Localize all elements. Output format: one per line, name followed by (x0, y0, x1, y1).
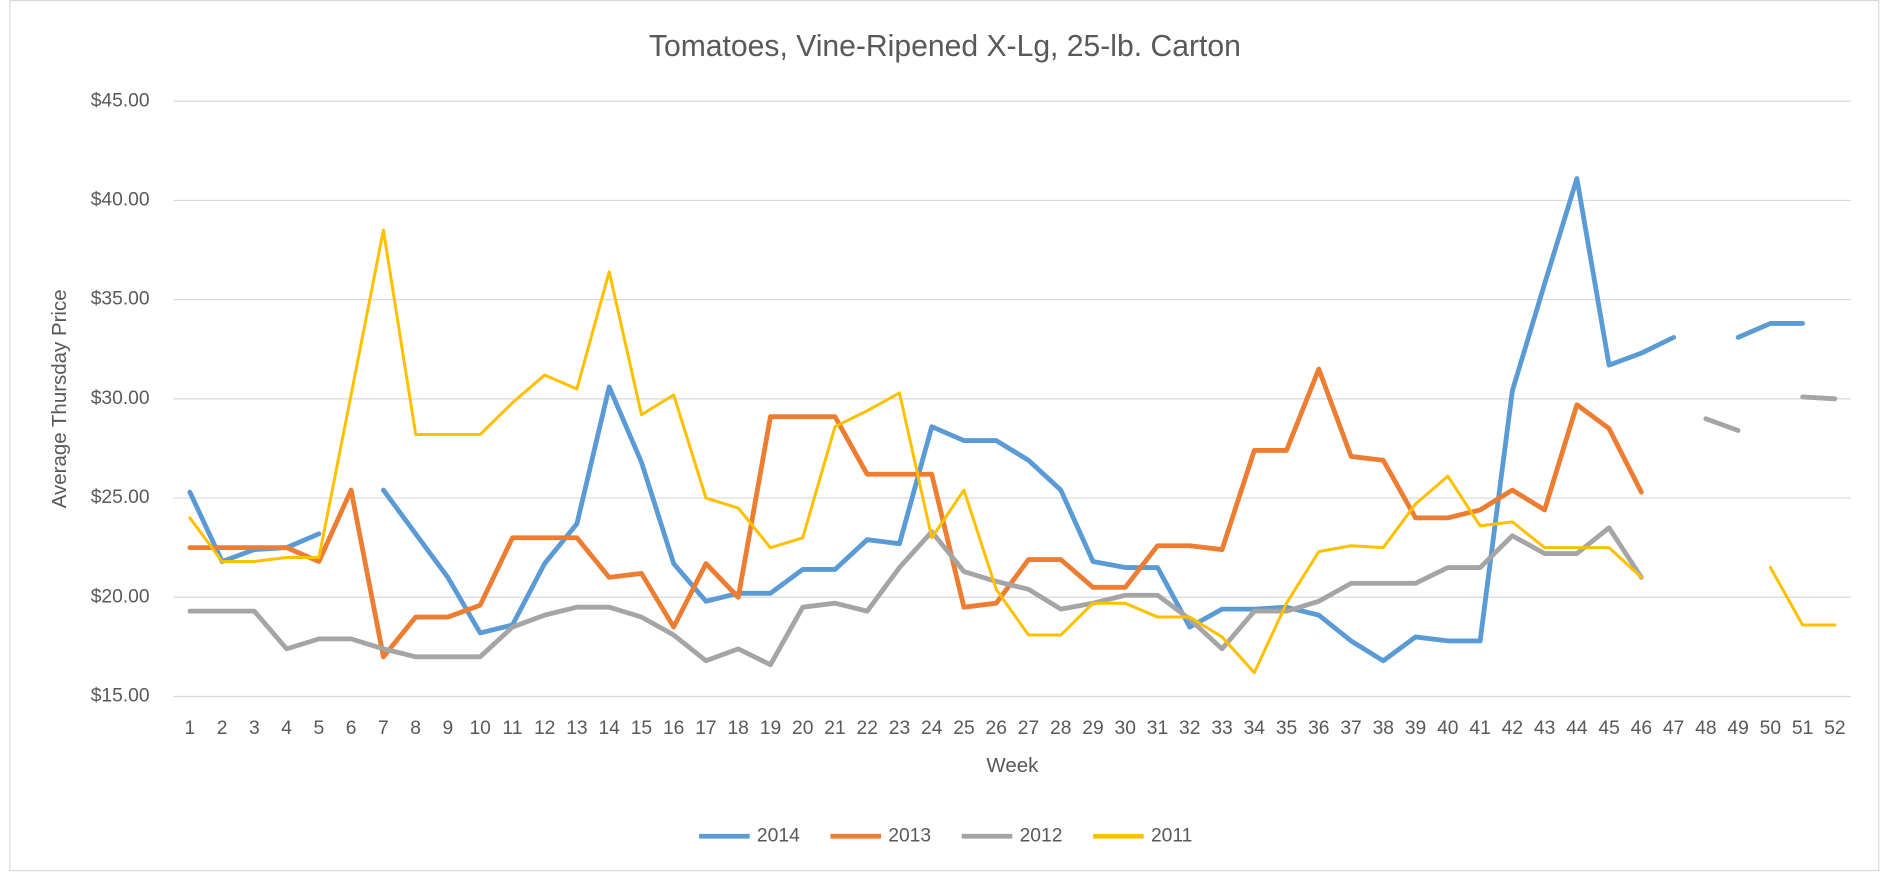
x-tick-label: 4 (281, 718, 292, 739)
x-tick-label: 38 (1373, 718, 1394, 739)
x-tick-label: 5 (314, 718, 325, 739)
x-tick-label: 10 (469, 718, 490, 739)
x-tick-label: 8 (410, 718, 421, 739)
x-tick-label: 29 (1082, 718, 1103, 739)
x-tick-label: 28 (1050, 718, 1071, 739)
x-tick-label: 41 (1469, 718, 1490, 739)
x-tick-label: 32 (1179, 718, 1200, 739)
x-tick-label: 11 (502, 718, 522, 739)
y-tick-label: $15.00 (91, 686, 150, 707)
x-tick-label: 34 (1244, 718, 1266, 739)
x-tick-label: 44 (1566, 718, 1588, 739)
series-line (1768, 566, 1837, 627)
x-tick-label: 18 (727, 718, 748, 739)
series-line (1703, 416, 1741, 433)
x-tick-label: 7 (378, 718, 389, 739)
x-tick-label: 40 (1437, 718, 1458, 739)
legend-label: 2012 (1020, 825, 1063, 846)
series-line (187, 525, 1644, 668)
y-tick-label: $30.00 (91, 388, 150, 409)
x-tick-label: 27 (1018, 718, 1039, 739)
x-tick-label: 43 (1534, 718, 1555, 739)
y-tick-label: $35.00 (91, 289, 150, 310)
x-tick-label: 17 (695, 718, 716, 739)
y-tick-label: $45.00 (91, 90, 150, 111)
x-tick-label: 25 (953, 718, 974, 739)
series-line (380, 176, 1677, 664)
y-axis-label: Average Thursday Price (48, 289, 71, 508)
x-tick-label: 49 (1727, 718, 1748, 739)
legend-label: 2011 (1151, 825, 1192, 846)
y-tick-label: $25.00 (91, 487, 150, 508)
x-tick-label: 20 (792, 718, 813, 739)
series-line (188, 228, 1643, 675)
x-tick-label: 21 (824, 718, 845, 739)
x-tick-label: 50 (1760, 718, 1781, 739)
x-tick-label: 12 (534, 718, 555, 739)
x-tick-label: 19 (760, 718, 781, 739)
x-tick-label: 37 (1340, 718, 1361, 739)
x-tick-label: 22 (857, 718, 878, 739)
x-tick-label: 31 (1147, 718, 1168, 739)
x-tick-label: 24 (921, 718, 943, 739)
x-tick-label: 2 (217, 718, 228, 739)
y-tick-label: $20.00 (91, 586, 150, 607)
x-tick-label: 15 (631, 718, 652, 739)
x-tick-label: 36 (1308, 718, 1329, 739)
x-tick-label: 47 (1663, 718, 1684, 739)
x-tick-label: 51 (1792, 718, 1813, 739)
x-tick-label: 14 (598, 718, 620, 739)
legend-label: 2013 (888, 825, 931, 846)
x-tick-label: 45 (1598, 718, 1619, 739)
x-tick-label: 30 (1115, 718, 1136, 739)
x-tick-label: 16 (663, 718, 684, 739)
legend-label: 2014 (757, 825, 800, 846)
x-tick-label: 1 (184, 718, 195, 739)
x-tick-label: 13 (566, 718, 587, 739)
x-tick-label: 52 (1824, 718, 1845, 739)
x-tick-label: 26 (986, 718, 1007, 739)
chart-border (9, 0, 1880, 872)
x-tick-label: 48 (1695, 718, 1716, 739)
x-tick-label: 6 (346, 718, 357, 739)
x-tick-label: 35 (1276, 718, 1297, 739)
series-line (187, 366, 1644, 660)
x-tick-label: 39 (1405, 718, 1426, 739)
x-tick-label: 33 (1211, 718, 1232, 739)
x-axis-label: Week (986, 754, 1039, 777)
x-tick-label: 23 (889, 718, 910, 739)
x-tick-label: 42 (1502, 718, 1523, 739)
x-tick-label: 3 (249, 718, 260, 739)
x-tick-label: 9 (443, 718, 454, 739)
x-tick-label: 46 (1631, 718, 1652, 739)
chart-title: Tomatoes, Vine-Ripened X-Lg, 25-lb. Cart… (649, 30, 1241, 63)
series-line (1735, 320, 1805, 340)
series-line (1800, 394, 1838, 402)
y-tick-label: $40.00 (91, 190, 150, 211)
